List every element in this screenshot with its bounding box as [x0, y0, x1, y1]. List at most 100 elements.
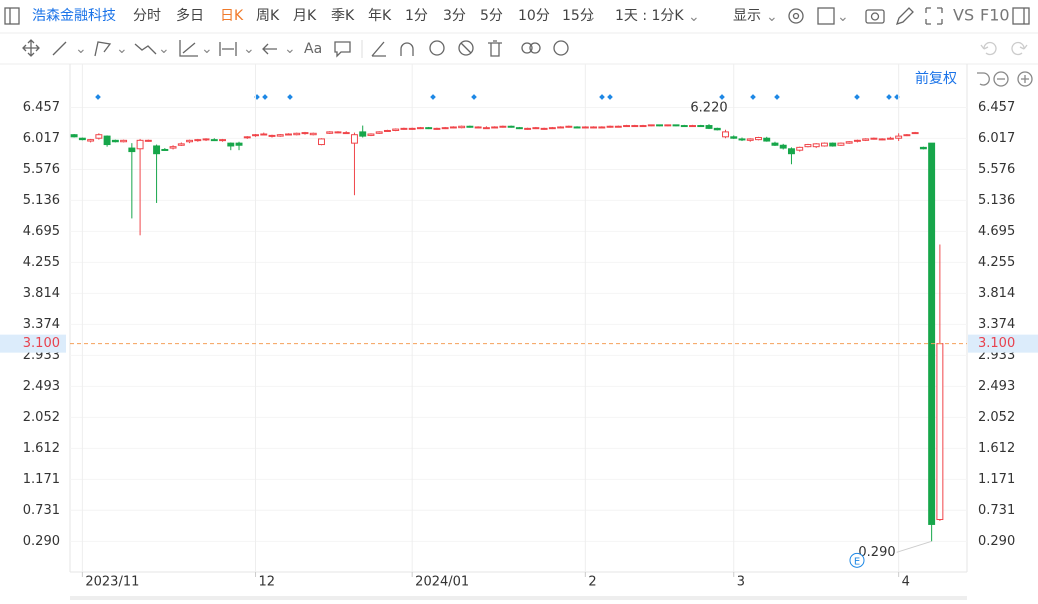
plot: 0.290 0.290 0.731 0.731 1.171 1.171 1.612 1.612… [0, 64, 1038, 600]
period-tab[interactable]: 分时 [133, 8, 161, 24]
event-marker[interactable] [95, 94, 101, 100]
fullscreen-icon[interactable] [925, 7, 943, 25]
period-tab[interactable]: 季K [331, 8, 355, 24]
shape-tool[interactable] [94, 41, 112, 57]
interval-selector[interactable]: 1天 : 1分K [615, 8, 684, 24]
event-badge[interactable] [849, 552, 865, 568]
adjustment-label[interactable]: 前复权 [915, 70, 957, 87]
y-tick-label-right: 6.017 [978, 131, 1015, 146]
candle-body [466, 125, 474, 128]
period-tab[interactable]: 年K [368, 8, 392, 24]
sidebar-toggle[interactable] [4, 7, 20, 25]
top-toolbar: 浩森金融科技 分时 多日 日K 周K 月K 季K 年K 1分 3分 5分 10分 15分 ⌄ 1天 :… [4, 6, 1030, 26]
y-tick-label-right: 5.136 [978, 193, 1015, 208]
candle-body [895, 135, 903, 139]
y-tick-label-right: 2.493 [978, 379, 1015, 394]
event-marker[interactable] [262, 94, 268, 100]
candle-body [515, 127, 523, 130]
period-tab[interactable]: 5分 [480, 8, 503, 24]
undo[interactable] [980, 41, 997, 56]
y-tick-label: 2.493 [23, 379, 60, 394]
compare-icon[interactable] [521, 42, 533, 54]
period-tab[interactable]: 日K [220, 8, 244, 24]
redo[interactable] [1011, 41, 1028, 56]
candle-body [565, 125, 573, 128]
candle-body [392, 128, 400, 131]
low-annotation: 0.290 [858, 545, 895, 560]
zoom-in[interactable] [1017, 71, 1033, 87]
period-tab[interactable]: 15分 [562, 8, 594, 24]
period-tab[interactable]: 月K [293, 8, 317, 24]
reset-icon[interactable] [977, 72, 990, 86]
candle-body [557, 126, 565, 129]
candle-body [441, 127, 449, 130]
event-marker[interactable] [854, 94, 860, 100]
display-menu[interactable]: 显示 [733, 8, 761, 24]
y-tick-label: 4.255 [23, 255, 60, 270]
event-marker[interactable] [471, 94, 477, 100]
period-tab[interactable]: 多日 [176, 7, 204, 24]
hide-tool[interactable] [458, 40, 474, 56]
visibility-tool[interactable] [429, 40, 445, 56]
arrow-tool[interactable] [262, 43, 277, 55]
chevron: ⌄ [766, 9, 778, 25]
candle-body [697, 125, 705, 128]
period-tab[interactable]: 10分 [518, 8, 550, 24]
event-marker[interactable] [287, 94, 293, 100]
chevron: ⌄ [585, 9, 597, 25]
period-tab[interactable]: 1分 [405, 8, 428, 24]
line-tool[interactable] [52, 41, 67, 56]
panel-icon[interactable] [1012, 7, 1030, 25]
chevron: ⌄ [243, 41, 255, 57]
event-marker[interactable] [750, 94, 756, 100]
y-tick-label-right: 5.576 [978, 162, 1015, 177]
high-annotation: 6.220 [690, 101, 727, 116]
color-icon[interactable] [817, 7, 835, 25]
vs-button[interactable]: VS [953, 6, 974, 25]
period-tab[interactable]: 周K [256, 8, 280, 24]
candle-body [507, 125, 515, 128]
fib-tool[interactable] [179, 40, 198, 57]
chevron: ⌄ [116, 41, 128, 57]
event-marker[interactable] [719, 94, 725, 100]
zoom-out[interactable] [993, 71, 1009, 87]
event-marker[interactable] [886, 94, 892, 100]
delete-tool[interactable] [488, 40, 502, 57]
text-tool[interactable]: Aa [304, 41, 322, 57]
angle-tool[interactable] [371, 41, 386, 57]
note-tool[interactable] [334, 41, 351, 58]
stock-name[interactable]: 浩森金融科技 [32, 8, 116, 24]
candle-body [928, 142, 936, 525]
candle-body [202, 138, 210, 141]
event-markers [95, 94, 900, 100]
candle-body [903, 134, 911, 137]
screenshot-icon[interactable] [865, 9, 885, 24]
candle-body [433, 127, 441, 130]
hide-slash [460, 42, 472, 54]
current-price-label: 3.100 [23, 336, 60, 351]
wave-tool[interactable] [134, 43, 157, 55]
settings-icon[interactable] [788, 8, 804, 24]
candle-body [95, 134, 103, 139]
x-tick-label: 2024/01 [415, 575, 469, 590]
candle-body [276, 134, 284, 137]
candle-body [911, 132, 919, 135]
event-marker[interactable] [599, 94, 605, 100]
candle-body [161, 148, 169, 151]
y-tick-label-right: 6.457 [978, 100, 1015, 115]
event-marker[interactable] [430, 94, 436, 100]
period-tab[interactable]: 3分 [443, 8, 466, 24]
draw-settings[interactable] [553, 40, 569, 56]
range-tool[interactable] [219, 42, 237, 56]
magnet-tool[interactable] [400, 42, 414, 56]
candle-body [598, 126, 606, 129]
current-price-label-right: 3.100 [978, 336, 1015, 351]
move-tool[interactable] [22, 39, 40, 57]
f10-button[interactable]: F10 [980, 6, 1010, 25]
draw-icon[interactable] [895, 7, 914, 26]
candle-body [285, 133, 292, 136]
y-tick-label-right: 3.374 [978, 317, 1015, 332]
event-marker[interactable] [774, 94, 780, 100]
candle-body [746, 138, 754, 141]
event-marker[interactable] [607, 94, 613, 100]
